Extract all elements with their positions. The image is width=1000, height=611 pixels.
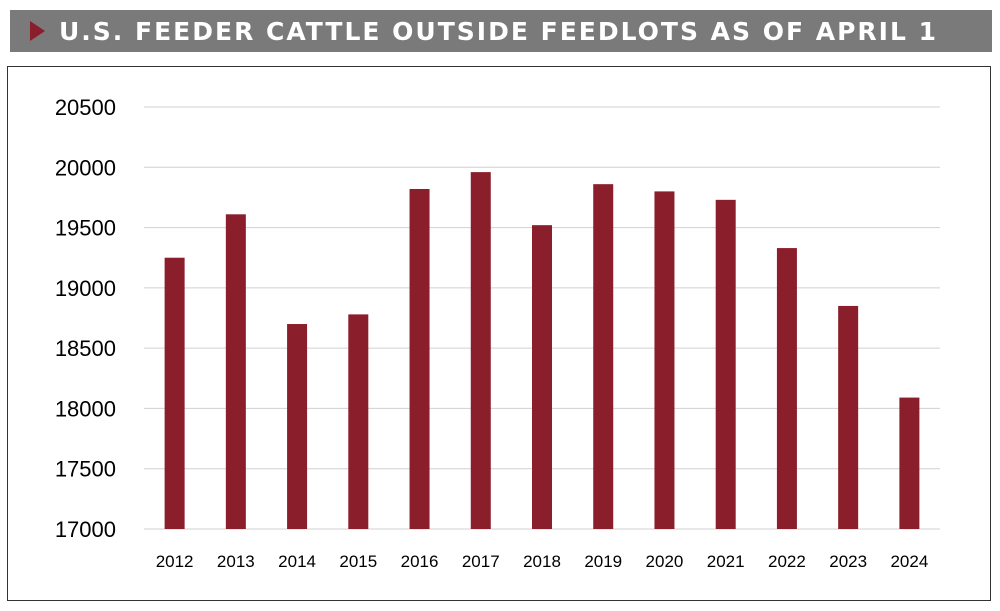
y-tick-label: 19500: [55, 216, 116, 241]
bar-2020: [654, 191, 675, 529]
bar-chart: 17000 17500 18000 18500 19000 19500 20000 20500…: [55, 95, 940, 571]
y-tick-label: 18000: [55, 396, 116, 421]
bar-2018: [532, 225, 552, 529]
bar-2022: [776, 248, 797, 529]
triangle-right-icon: [30, 21, 45, 41]
chart-title: U.S. FEEDER CATTLE OUTSIDE FEEDLOTS AS O…: [59, 16, 938, 46]
chart-frame: 17000 17500 18000 18500 19000 19500 20000 20500…: [7, 66, 991, 601]
x-tick-label: 2023: [829, 552, 867, 571]
bar-2019: [593, 184, 614, 529]
y-tick-label: 17500: [55, 457, 116, 482]
x-tick-label: 2024: [890, 552, 928, 571]
y-tick-label: 17000: [55, 517, 116, 542]
bar-2013: [225, 214, 246, 529]
x-tick-label: 2015: [339, 552, 377, 571]
x-tick-label: 2017: [462, 552, 500, 571]
bar-2012: [164, 257, 185, 529]
bar-2015: [348, 314, 369, 529]
y-tick-label: 20000: [55, 155, 116, 180]
bar-2021: [715, 199, 736, 529]
y-tick-label: 18500: [55, 336, 116, 361]
x-tick-label: 2019: [584, 552, 622, 571]
bar-2023: [838, 305, 859, 529]
x-tick-label: 2021: [707, 552, 745, 571]
bar-2014: [287, 324, 308, 529]
x-tick-label: 2018: [523, 552, 561, 571]
x-tick-label: 2020: [646, 552, 684, 571]
title-bar: U.S. FEEDER CATTLE OUTSIDE FEEDLOTS AS O…: [10, 10, 992, 52]
bar-2024: [899, 397, 920, 529]
x-tick-label: 2014: [278, 552, 316, 571]
bar-2017: [470, 172, 491, 529]
x-tick-label: 2012: [156, 552, 194, 571]
x-tick-label: 2013: [217, 552, 255, 571]
x-tick-label: 2022: [768, 552, 806, 571]
x-tick-label: 2016: [401, 552, 439, 571]
y-tick-label: 19000: [55, 276, 116, 301]
bar-2016: [409, 188, 430, 529]
y-tick-label: 20500: [55, 95, 116, 120]
